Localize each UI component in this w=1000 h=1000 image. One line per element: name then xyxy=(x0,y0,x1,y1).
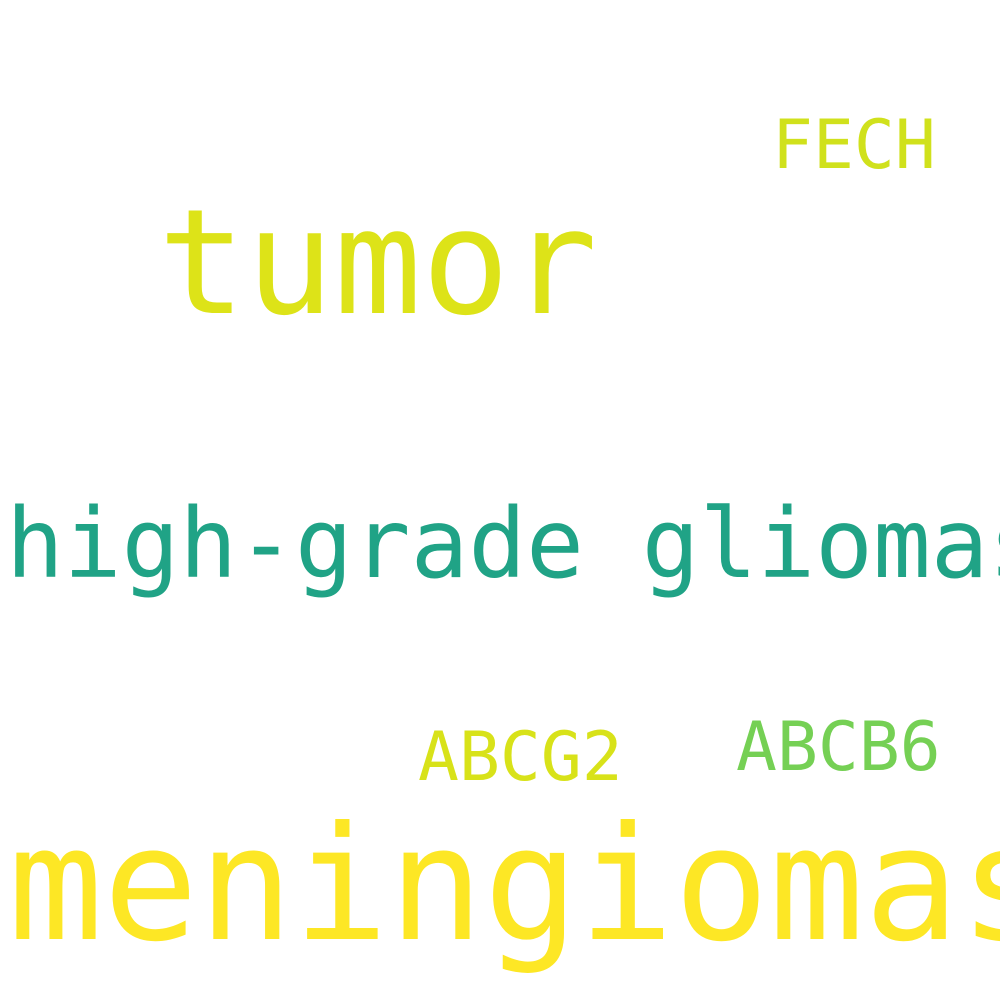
word-high-grade-gliomas: high-grade gliomas xyxy=(6,488,1000,600)
word-fech: FECH xyxy=(772,106,936,185)
word-meningiomas: meningiomas xyxy=(8,793,1000,977)
word-abcb6: ABCB6 xyxy=(736,708,941,787)
word-abcg2: ABCG2 xyxy=(418,718,623,797)
word-tumor: tumor xyxy=(158,178,598,348)
